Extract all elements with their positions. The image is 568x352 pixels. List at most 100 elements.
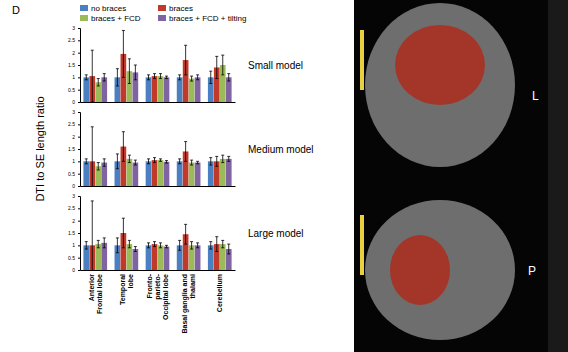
error-cap bbox=[147, 74, 150, 75]
error-bar bbox=[190, 242, 193, 249]
y-tick: 0 bbox=[72, 99, 80, 105]
error-cap bbox=[159, 242, 162, 243]
bar bbox=[83, 77, 89, 102]
color-bar bbox=[360, 215, 364, 275]
error-cap bbox=[103, 73, 106, 74]
error-cap bbox=[227, 156, 230, 157]
y-tick-label: 2.5 bbox=[68, 121, 75, 127]
y-tick: 1 bbox=[72, 74, 80, 80]
x-axis-line bbox=[81, 186, 236, 187]
bar bbox=[226, 77, 232, 102]
error-cap bbox=[196, 247, 199, 248]
error-cap bbox=[153, 73, 156, 74]
error-cap bbox=[178, 250, 181, 251]
y-tick: 2.5 bbox=[68, 37, 80, 43]
y-tick: 0.5 bbox=[68, 87, 80, 93]
error-stem bbox=[104, 74, 105, 81]
error-cap bbox=[178, 74, 181, 75]
y-axis: 00.511.522.53 bbox=[68, 193, 80, 273]
error-cap bbox=[159, 247, 162, 248]
legend-swatch bbox=[80, 15, 88, 21]
error-stem bbox=[160, 243, 161, 248]
panel-title: Large model bbox=[248, 228, 304, 239]
error-bar bbox=[184, 224, 187, 244]
panel-title: Small model bbox=[248, 60, 303, 71]
error-bar bbox=[122, 132, 125, 162]
error-bar bbox=[103, 74, 106, 81]
y-tick: 0.5 bbox=[68, 171, 80, 177]
error-stem bbox=[179, 159, 180, 164]
error-cap bbox=[85, 74, 88, 75]
error-stem bbox=[86, 159, 87, 164]
y-tick-mark bbox=[78, 174, 80, 175]
error-bar bbox=[116, 238, 119, 253]
error-cap bbox=[128, 155, 131, 156]
error-stem bbox=[129, 240, 130, 247]
bar bbox=[158, 76, 164, 102]
bar bbox=[189, 245, 195, 270]
error-stem bbox=[191, 242, 192, 249]
error-stem bbox=[86, 242, 87, 249]
error-bar bbox=[227, 244, 230, 254]
y-tick-mark bbox=[78, 90, 80, 91]
panel: 00.511.522.53 bbox=[68, 109, 235, 196]
error-cap bbox=[134, 65, 137, 66]
error-stem bbox=[210, 158, 211, 165]
error-cap bbox=[159, 73, 162, 74]
y-tick-label: 0.5 bbox=[68, 87, 75, 93]
error-stem bbox=[123, 132, 124, 162]
y-tick-mark bbox=[78, 196, 80, 197]
error-cap bbox=[97, 247, 100, 248]
error-cap bbox=[221, 247, 224, 248]
error-bar bbox=[215, 237, 218, 252]
error-cap bbox=[134, 79, 137, 80]
error-bar bbox=[103, 238, 106, 248]
y-tick-mark bbox=[78, 124, 80, 125]
error-bar bbox=[165, 161, 168, 163]
bar bbox=[127, 244, 133, 270]
image-panels bbox=[354, 0, 568, 352]
y-tick: 2 bbox=[72, 134, 80, 140]
error-stem bbox=[185, 224, 186, 244]
bar bbox=[220, 244, 226, 270]
error-bar bbox=[178, 159, 181, 164]
error-cap bbox=[221, 162, 224, 163]
error-stem bbox=[216, 156, 217, 166]
error-stem bbox=[104, 159, 105, 166]
y-tick-label: 1 bbox=[72, 158, 75, 164]
y-tick-label: 0 bbox=[72, 99, 75, 105]
bar bbox=[189, 79, 195, 102]
y-axis-line bbox=[78, 113, 81, 187]
error-stem bbox=[179, 240, 180, 250]
error-bar bbox=[190, 76, 193, 81]
error-bar bbox=[196, 75, 199, 80]
error-bar bbox=[221, 240, 224, 247]
error-cap bbox=[122, 131, 125, 132]
error-cap bbox=[221, 74, 224, 75]
error-stem bbox=[216, 237, 217, 252]
bar bbox=[158, 245, 164, 270]
error-cap bbox=[159, 78, 162, 79]
error-cap bbox=[209, 241, 212, 242]
error-cap bbox=[128, 83, 131, 84]
error-cap bbox=[165, 160, 168, 161]
bar bbox=[152, 244, 158, 270]
figure: Dno bracesbracesbraces + FCDbraces + FCD… bbox=[0, 0, 568, 352]
error-cap bbox=[196, 163, 199, 164]
y-tick-mark bbox=[78, 149, 80, 150]
y-tick-label: 1.5 bbox=[68, 230, 75, 236]
error-cap bbox=[227, 244, 230, 245]
error-stem bbox=[191, 76, 192, 81]
bar bbox=[208, 161, 214, 186]
error-cap bbox=[215, 56, 218, 57]
error-stem bbox=[185, 45, 186, 75]
error-stem bbox=[166, 76, 167, 78]
error-cap bbox=[184, 161, 187, 162]
error-cap bbox=[97, 169, 100, 170]
error-bar bbox=[134, 65, 137, 80]
activation-sagittal bbox=[390, 235, 450, 305]
error-cap bbox=[85, 249, 88, 250]
bar bbox=[127, 159, 133, 186]
bar bbox=[189, 163, 195, 186]
error-cap bbox=[97, 78, 100, 79]
